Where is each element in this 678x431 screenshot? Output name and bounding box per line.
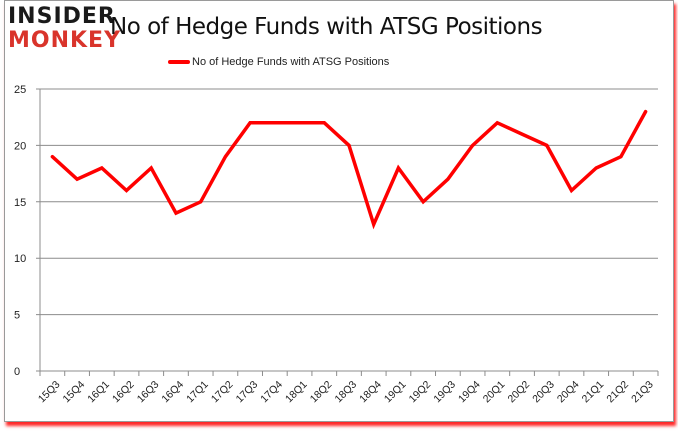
x-tick-label: 16Q2	[110, 379, 137, 406]
x-tick-label: 16Q4	[159, 379, 186, 406]
logo-line-1: INSIDER	[8, 4, 116, 29]
legend-line-icon	[168, 60, 190, 64]
x-tick-label: 20Q4	[555, 379, 582, 406]
logo-line-2: MONKEY	[8, 28, 122, 53]
x-tick-label: 18Q3	[332, 379, 359, 406]
x-tick-label: 17Q4	[258, 379, 285, 406]
y-tick-label: 10	[14, 253, 26, 265]
x-tick-label: 16Q3	[135, 379, 162, 406]
x-tick-label: 17Q2	[209, 379, 236, 406]
x-tick-label: 18Q2	[308, 379, 335, 406]
y-tick-label: 0	[14, 366, 20, 378]
y-tick-label: 15	[14, 197, 26, 209]
x-tick-label: 19Q3	[431, 379, 458, 406]
y-tick-label: 20	[14, 140, 26, 152]
x-tick-label: 19Q2	[407, 379, 434, 406]
series-line	[50, 109, 648, 230]
x-tick-label: 18Q4	[357, 379, 384, 406]
x-tick-label: 20Q1	[481, 379, 508, 406]
x-tick-label: 20Q2	[506, 379, 533, 406]
legend-label: No of Hedge Funds with ATSG Positions	[192, 56, 390, 68]
x-tick-label: 15Q3	[36, 379, 63, 406]
y-tick-label: 5	[14, 310, 20, 322]
x-tick-label: 19Q1	[382, 379, 409, 406]
y-tick-label: 25	[14, 84, 26, 96]
chart-legend: No of Hedge Funds with ATSG Positions	[168, 56, 389, 68]
x-tick-label: 21Q1	[580, 379, 607, 406]
x-tick-label: 19Q4	[456, 379, 483, 406]
x-tick-label: 20Q3	[530, 379, 557, 406]
x-tick-label: 17Q1	[184, 379, 211, 406]
x-tick-label: 16Q1	[85, 379, 112, 406]
x-tick-label: 17Q3	[234, 379, 261, 406]
x-tick-label: 15Q4	[61, 379, 88, 406]
insider-monkey-logo: INSIDER MONKEY	[8, 6, 121, 52]
chart-frame	[4, 0, 674, 422]
x-tick-label: 18Q1	[283, 379, 310, 406]
chart-title: No of Hedge Funds with ATSG Positions	[110, 14, 543, 40]
x-tick-label: 21Q3	[629, 379, 656, 406]
x-tick-label: 21Q2	[604, 379, 631, 406]
